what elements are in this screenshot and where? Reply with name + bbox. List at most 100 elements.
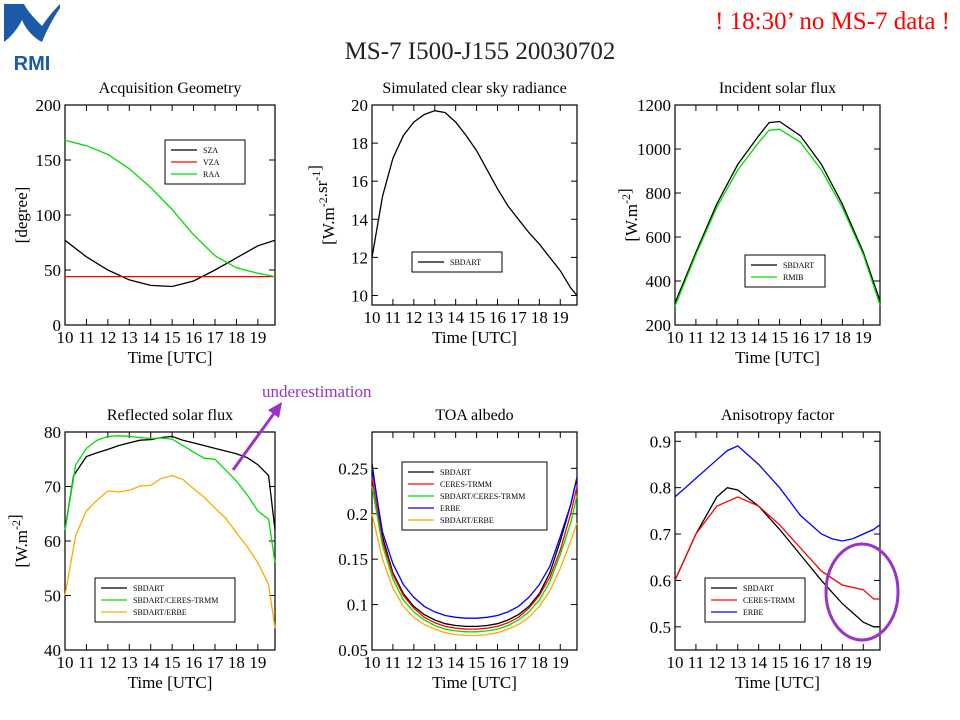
y-axis-label: [W.m-2] — [615, 188, 641, 241]
y-tick-label: 0.6 — [650, 571, 671, 590]
y-tick-label: 600 — [646, 228, 672, 247]
series-line-sbdart — [371, 110, 578, 296]
series-line-erbe — [674, 445, 881, 542]
x-tick-label: 12 — [708, 653, 725, 672]
legend: SBDART CERES-TRMM ERBE — [704, 577, 806, 623]
x-tick-label: 10 — [57, 653, 74, 672]
legend-label: RAA — [203, 170, 220, 179]
y-tick-label: 18 — [351, 134, 368, 153]
series-line-sbdart — [371, 463, 578, 628]
y-tick-label: 400 — [646, 272, 672, 291]
y-tick-label: 800 — [646, 184, 672, 203]
legend-label: SBDART/CERES-TRMM — [440, 492, 525, 501]
plot-frame — [64, 104, 276, 326]
y-axis-label: [W.m-2.sr-1] — [305, 165, 338, 245]
legend-label: SBDART — [450, 258, 481, 267]
y-axis-label: [W.m-2] — [5, 514, 31, 567]
missing-data-note: ! 18:30’ no MS-7 data ! — [715, 8, 950, 35]
legend-label: SBDART — [133, 584, 164, 593]
x-axis-label: Time [UTC] — [432, 328, 517, 347]
x-tick-label: 18 — [834, 328, 851, 347]
legend-label: CERES-TRMM — [743, 596, 795, 605]
x-tick-label: 19 — [552, 653, 569, 672]
x-tick-label: 15 — [771, 653, 788, 672]
chart-title: Incident solar flux — [719, 80, 836, 97]
y-tick-label: 200 — [646, 316, 672, 335]
x-tick-label: 14 — [750, 328, 768, 347]
legend-box — [744, 254, 826, 288]
series-line-sbdart-erbe — [371, 513, 578, 637]
chart-geometry: Acquisition Geometry 10 11 12 13 14 15 16 17 18 19… — [12, 80, 276, 367]
series-line-ceres-trmm — [674, 496, 880, 600]
y-tick-label: 0.1 — [347, 596, 368, 615]
y-tick-label: 150 — [36, 151, 62, 170]
annotation-overlays — [231, 402, 900, 642]
x-tick-label: 19 — [552, 308, 569, 327]
y-tick-label: 10 — [351, 286, 368, 305]
x-tick-label: 11 — [385, 308, 401, 327]
legend: SBDART CERES-TRMM SBDART/CERES-TRMM ERBE SBD… — [401, 461, 548, 531]
underestimation-arrow-head — [268, 402, 282, 418]
x-tick-label: 15 — [468, 308, 485, 327]
x-tick-label: 18 — [531, 653, 548, 672]
y-tick-label: 0.2 — [347, 505, 368, 524]
x-tick-label: 12 — [99, 653, 116, 672]
y-tick-label: 100 — [36, 206, 62, 225]
x-tick-label: 12 — [99, 328, 116, 347]
series-line-ceres-trmm — [371, 477, 578, 630]
x-tick-label: 18 — [834, 653, 851, 672]
legend-label: SBDART — [440, 468, 471, 477]
legend-label: ERBE — [743, 608, 764, 617]
underestimation-annotation: underestimation — [262, 382, 372, 401]
x-tick-label: 14 — [447, 653, 465, 672]
x-tick-label: 16 — [792, 328, 809, 347]
x-tick-label: 17 — [510, 308, 528, 327]
legend-label: SBDART/ERBE — [133, 608, 187, 617]
y-tick-label: 40 — [44, 641, 61, 660]
y-axis-label: [degree] — [12, 187, 31, 244]
x-axis-label: Time [UTC] — [432, 673, 517, 692]
plot-frame — [371, 104, 578, 306]
legend: SBDART RMIB — [744, 254, 826, 288]
legend-label: SBDART — [783, 261, 814, 270]
legend-label: SBDART/CERES-TRMM — [133, 596, 218, 605]
legend-box — [411, 251, 503, 273]
y-tick-label: 70 — [44, 478, 61, 497]
x-tick-label: 13 — [121, 653, 138, 672]
x-tick-label: 11 — [688, 653, 704, 672]
x-tick-label: 10 — [364, 308, 381, 327]
x-tick-label: 19 — [855, 653, 872, 672]
y-tick-label: 200 — [36, 96, 62, 115]
legend-label: VZA — [203, 158, 220, 167]
logo-text: RMI — [14, 53, 51, 74]
x-tick-label: 10 — [57, 328, 74, 347]
y-tick-label: 50 — [44, 587, 61, 606]
chart-albedo: TOA albedo 10 11 12 13 14 15 16 17 18 19 0.05 0.1 0.1… — [338, 407, 578, 692]
x-tick-label: 19 — [249, 653, 266, 672]
y-tick-label: 1000 — [637, 140, 671, 159]
x-tick-label: 11 — [78, 328, 94, 347]
y-tick-label: 20 — [351, 96, 368, 115]
chart-title: Reflected solar flux — [107, 407, 233, 424]
chart-title: Anisotropy factor — [721, 407, 835, 424]
y-tick-label: 0.7 — [650, 525, 672, 544]
x-tick-label: 14 — [142, 653, 160, 672]
y-tick-label: 60 — [44, 532, 61, 551]
x-tick-label: 12 — [405, 653, 422, 672]
series-line-sbdart — [674, 486, 880, 628]
x-tick-label: 13 — [426, 653, 443, 672]
x-tick-label: 11 — [385, 653, 401, 672]
y-tick-label: 0.9 — [650, 432, 671, 451]
series-line-sbdart — [64, 435, 276, 531]
y-tick-label: 1200 — [637, 96, 671, 115]
legend-label: RMIB — [783, 273, 803, 282]
y-tick-label: 0.25 — [338, 459, 368, 478]
y-tick-label: 16 — [351, 172, 368, 191]
x-tick-label: 15 — [771, 328, 788, 347]
underestimation-arrow — [231, 411, 277, 471]
legend-label: SBDART — [743, 584, 774, 593]
series-line-sbdart-ceres-trmm — [371, 486, 578, 633]
series-line-erbe — [371, 468, 578, 619]
